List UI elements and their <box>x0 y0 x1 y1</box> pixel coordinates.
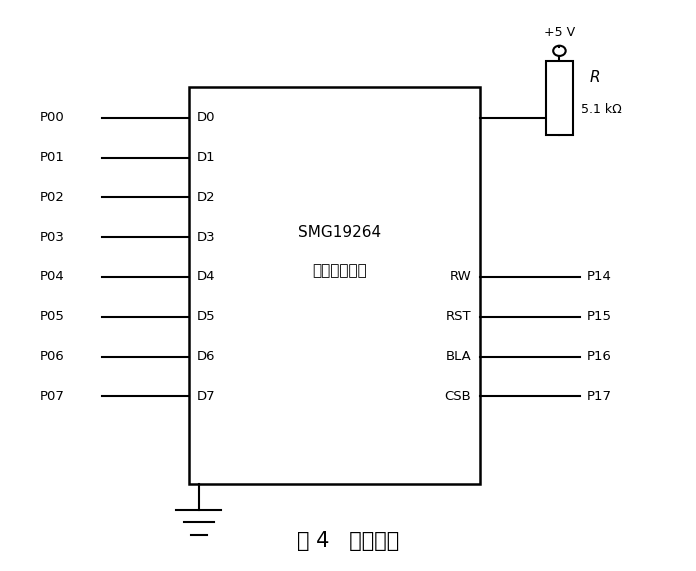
Text: D3: D3 <box>197 231 216 244</box>
Text: P17: P17 <box>587 390 612 403</box>
Text: 5.1 kΩ: 5.1 kΩ <box>581 103 622 115</box>
Text: RST: RST <box>445 310 471 323</box>
Text: P06: P06 <box>40 350 64 363</box>
Text: SMG19264: SMG19264 <box>299 225 381 240</box>
Text: D2: D2 <box>197 191 216 204</box>
Text: D7: D7 <box>197 390 216 403</box>
Text: P05: P05 <box>40 310 65 323</box>
Text: P15: P15 <box>587 310 612 323</box>
Text: P02: P02 <box>40 191 65 204</box>
Text: P04: P04 <box>40 271 64 283</box>
Bar <box>189 87 480 484</box>
Text: P14: P14 <box>587 271 612 283</box>
Text: CSB: CSB <box>445 390 471 403</box>
Text: BLA: BLA <box>445 350 471 363</box>
Text: P03: P03 <box>40 231 65 244</box>
Text: P01: P01 <box>40 151 65 164</box>
Text: D0: D0 <box>197 111 215 124</box>
Text: 图 4   显示电路: 图 4 显示电路 <box>297 531 399 551</box>
Text: D5: D5 <box>197 310 216 323</box>
Text: 液晶显示模块: 液晶显示模块 <box>313 263 367 278</box>
Text: P16: P16 <box>587 350 612 363</box>
Text: P00: P00 <box>40 111 64 124</box>
Text: D4: D4 <box>197 271 215 283</box>
Bar <box>546 61 573 135</box>
Text: R: R <box>590 70 601 85</box>
Text: D1: D1 <box>197 151 216 164</box>
Text: D6: D6 <box>197 350 215 363</box>
Text: P07: P07 <box>40 390 65 403</box>
Text: +5 V: +5 V <box>544 26 575 39</box>
Text: RW: RW <box>450 271 471 283</box>
